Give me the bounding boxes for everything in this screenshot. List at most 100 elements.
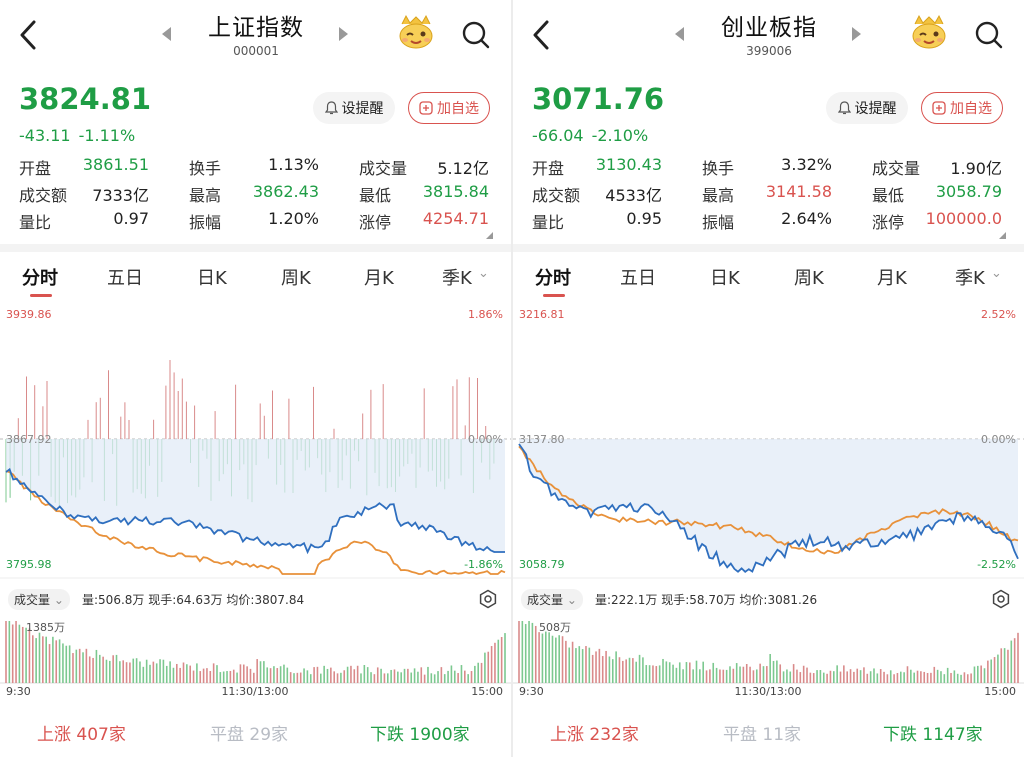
volume-chart[interactable]: 508万 9:30 11:30/13:00 15:00: [513, 615, 1024, 715]
expand-corner-icon[interactable]: [486, 232, 493, 239]
set-alert-button[interactable]: 设提醒: [826, 92, 908, 124]
breadth-up[interactable]: 上涨 407家: [37, 725, 126, 745]
stats-grid: 开盘 3861.51 换手 1.13% 成交量 5.12亿 成交额 7333亿 最高 3862.4…: [19, 155, 494, 236]
stat-label: 最低: [359, 186, 392, 205]
chevron-down-icon: ⌄: [53, 593, 64, 607]
breadth-down-count: 1900家: [409, 725, 470, 745]
search-icon[interactable]: [460, 19, 492, 51]
tab-1[interactable]: 五日: [107, 268, 143, 289]
breadth-down-count: 1147家: [922, 725, 983, 745]
mascot-icon[interactable]: [396, 14, 436, 50]
stats-row: 量比 0.97 振幅 1.20% 涨停 4254.71: [19, 209, 494, 236]
breadth-up[interactable]: 上涨 232家: [550, 725, 639, 745]
add-watchlist-button[interactable]: 加自选: [408, 92, 490, 124]
change-percent: -1.11%: [78, 126, 136, 145]
change-percent: -2.10%: [591, 126, 649, 145]
stat-label: 成交额: [532, 186, 581, 205]
stat-label: 开盘: [19, 159, 52, 178]
axis-low-label: 3058.79: [519, 558, 565, 571]
stat-value: 1.20%: [268, 209, 319, 228]
back-icon[interactable]: [14, 18, 44, 52]
change-value: -43.11: [19, 126, 71, 145]
axis-mid-label: 3137.80: [519, 433, 565, 446]
add-watchlist-label: 加自选: [950, 101, 992, 117]
price-area: [6, 439, 505, 552]
index-title-block: 创业板指 399006: [663, 8, 875, 58]
stat-cell: 换手 1.13%: [189, 155, 319, 182]
stat-value: 3058.79: [935, 182, 1002, 201]
stat-cell: 换手 3.32%: [702, 155, 832, 182]
stat-value: 3.32%: [781, 155, 832, 174]
indicator-selector[interactable]: 成交量 ⌄: [521, 589, 583, 610]
search-icon[interactable]: [973, 19, 1005, 51]
time-label: 9:30: [519, 685, 544, 698]
stat-cell: 量比 0.95: [532, 209, 662, 236]
add-watchlist-label: 加自选: [437, 101, 479, 117]
indicator-selector[interactable]: 成交量 ⌄: [8, 589, 70, 610]
prev-arrow-icon[interactable]: [675, 27, 684, 41]
plus-icon: [932, 101, 946, 115]
mascot-icon[interactable]: [909, 14, 949, 50]
gear-icon[interactable]: [991, 589, 1011, 609]
prev-arrow-icon[interactable]: [162, 27, 171, 41]
tab-3[interactable]: 周K: [794, 268, 824, 289]
change-value: -66.04: [532, 126, 584, 145]
stat-value: 0.95: [626, 209, 662, 228]
axis-mid-pct: 0.00%: [468, 433, 503, 446]
axis-low-pct: -1.86%: [464, 558, 503, 571]
gear-icon[interactable]: [478, 589, 498, 609]
next-arrow-icon[interactable]: [852, 27, 861, 41]
tab-2[interactable]: 日K: [710, 268, 740, 289]
indicator-label: 成交量: [14, 593, 51, 607]
volume-info: 量:506.8万 现手:64.63万 均价:3807.84: [82, 593, 305, 607]
back-icon[interactable]: [527, 18, 557, 52]
intraday-chart[interactable]: 3216.81 2.52% 3137.80 0.00% 3058.79 -2.52%: [513, 300, 1024, 582]
stat-cell: 成交额 7333亿: [19, 182, 149, 209]
market-breadth: 上涨 407家 平盘 29家 下跌 1900家: [0, 716, 511, 746]
axis-mid-pct: 0.00%: [981, 433, 1016, 446]
price-change: -43.11 -1.11%: [19, 126, 143, 145]
breadth-flat[interactable]: 平盘 11家: [723, 725, 802, 745]
stat-cell: 成交量 5.12亿: [359, 155, 489, 182]
page-title: 创业板指: [721, 15, 817, 41]
volume-info: 量:222.1万 现手:58.70万 均价:3081.26: [595, 593, 818, 607]
volume-chart[interactable]: 1385万 9:30 11:30/13:00 15:00: [0, 615, 511, 715]
price-change: -66.04 -2.10%: [532, 126, 656, 145]
breadth-down[interactable]: 下跌 1147家: [883, 725, 983, 745]
stats-grid: 开盘 3130.43 换手 3.32% 成交量 1.90亿 成交额 4533亿 最高 3141.5…: [532, 155, 1007, 236]
tab-3[interactable]: 周K: [281, 268, 311, 289]
tab-4[interactable]: 月K: [877, 268, 907, 289]
stat-value: 5.12亿: [437, 159, 489, 178]
stat-value: 3815.84: [422, 182, 489, 201]
stat-cell: 最高 3862.43: [189, 182, 319, 209]
last-price: 3071.76: [532, 82, 665, 116]
stat-label: 最高: [702, 186, 735, 205]
axis-high-label: 3216.81: [519, 308, 565, 321]
tab-4[interactable]: 月K: [364, 268, 394, 289]
index-panel-sse: 上证指数 000001 3824.81 -43.11 -1.11% 设提醒 加自选…: [0, 0, 511, 757]
set-alert-button[interactable]: 设提醒: [313, 92, 395, 124]
stat-value: 4254.71: [422, 209, 489, 228]
time-label: 9:30: [6, 685, 31, 698]
breadth-flat[interactable]: 平盘 29家: [210, 725, 289, 745]
stat-cell: 量比 0.97: [19, 209, 149, 236]
next-arrow-icon[interactable]: [339, 27, 348, 41]
tab-5[interactable]: 季K: [442, 268, 472, 289]
set-alert-label: 设提醒: [854, 101, 897, 117]
set-alert-label: 设提醒: [341, 101, 384, 117]
tab-2[interactable]: 日K: [197, 268, 227, 289]
breadth-down[interactable]: 下跌 1900家: [370, 725, 470, 745]
stat-value: 1.90亿: [950, 159, 1002, 178]
price-area: [519, 439, 1018, 572]
intraday-chart[interactable]: 3939.86 1.86% 3867.92 0.00% 3795.98 -1.86%: [0, 300, 511, 582]
add-watchlist-button[interactable]: 加自选: [921, 92, 1003, 124]
tab-0[interactable]: 分时: [535, 268, 571, 289]
page-title: 上证指数: [208, 15, 304, 41]
stat-label: 换手: [189, 159, 222, 178]
stat-label: 换手: [702, 159, 735, 178]
expand-corner-icon[interactable]: [999, 232, 1006, 239]
tab-1[interactable]: 五日: [620, 268, 656, 289]
tab-5[interactable]: 季K: [955, 268, 985, 289]
tab-0[interactable]: 分时: [22, 268, 58, 289]
stat-cell: 成交额 4533亿: [532, 182, 662, 209]
